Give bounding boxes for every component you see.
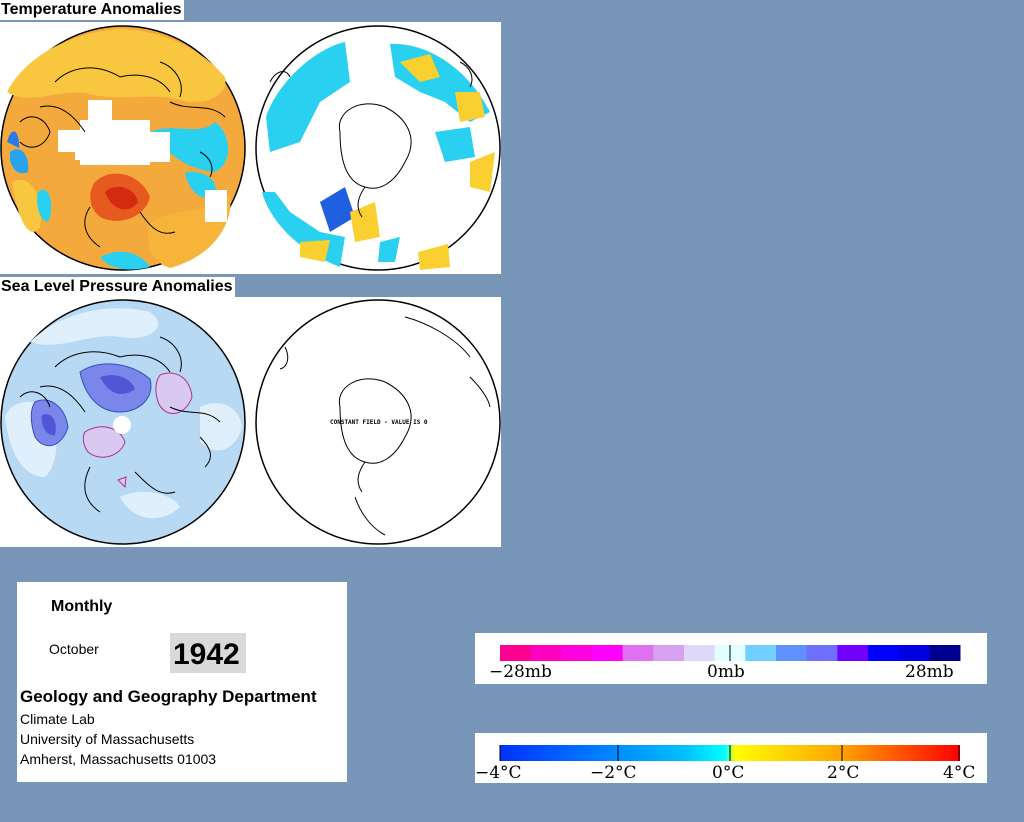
temperature-label-zero: 0°C xyxy=(712,763,744,783)
year-label: 1942 xyxy=(173,638,240,671)
pressure-swatch xyxy=(530,645,562,661)
pressure-swatch xyxy=(806,645,838,661)
pressure-map-panel: CONSTANT FIELD - VALUE IS 0 xyxy=(0,297,501,547)
period-label: Monthly xyxy=(51,598,113,615)
temperature-label-minus2: −2°C xyxy=(590,763,637,783)
info-panel: Monthly October 1942 Geology and Geograp… xyxy=(17,582,347,782)
pressure-swatch xyxy=(898,645,930,661)
pressure-swatch xyxy=(592,645,624,661)
pressure-color-bar xyxy=(500,645,961,661)
pressure-swatch xyxy=(776,645,808,661)
temperature-anomalies-title: Temperature Anomalies xyxy=(0,0,184,20)
department-label: Geology and Geography Department xyxy=(20,687,317,706)
lab-label: Climate Lab xyxy=(20,711,95,727)
address-label: Amherst, Massachusetts 01003 xyxy=(20,751,217,767)
pressure-swatch xyxy=(561,645,593,661)
pressure-swatch xyxy=(837,645,869,661)
pressure-swatch xyxy=(868,645,900,661)
pressure-swatch xyxy=(500,645,532,661)
pressure-zero-label: 0mb xyxy=(707,662,745,682)
constant-field-label: CONSTANT FIELD - VALUE IS 0 xyxy=(330,419,428,426)
temperature-color-scale: −4°C −2°C 0°C 2°C 4°C xyxy=(475,733,987,783)
month-label: October xyxy=(49,641,99,657)
temperature-label-plus2: 2°C xyxy=(827,763,859,783)
temperature-label-minus4: −4°C xyxy=(475,763,522,783)
pressure-swatch xyxy=(653,645,685,661)
pressure-swatch xyxy=(745,645,777,661)
pressure-swatch xyxy=(929,645,961,661)
temperature-north-hemisphere-map[interactable] xyxy=(0,25,246,271)
temperature-south-hemisphere-map[interactable] xyxy=(255,25,501,271)
pressure-south-hemisphere-map[interactable]: CONSTANT FIELD - VALUE IS 0 xyxy=(255,299,501,545)
pressure-swatch xyxy=(622,645,654,661)
sea-level-pressure-title: Sea Level Pressure Anomalies xyxy=(0,277,235,297)
pressure-swatch xyxy=(684,645,716,661)
year-badge xyxy=(170,633,246,673)
pressure-north-hemisphere-map[interactable] xyxy=(0,299,246,545)
temperature-label-plus4: 4°C xyxy=(943,763,975,783)
pressure-max-label: 28mb xyxy=(905,662,954,682)
pressure-color-scale: −28mb 0mb 28mb xyxy=(475,633,987,684)
university-label: University of Massachusetts xyxy=(20,731,195,747)
temperature-map-panel xyxy=(0,22,501,274)
pressure-min-label: −28mb xyxy=(489,662,552,682)
